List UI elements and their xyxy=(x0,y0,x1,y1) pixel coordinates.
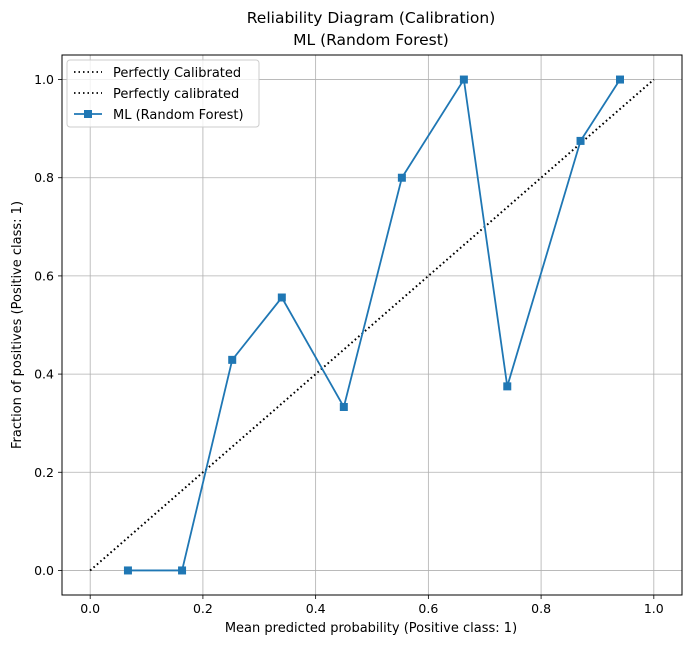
plot-lines xyxy=(89,75,655,575)
data-point-marker xyxy=(123,566,132,575)
chart-subtitle: ML (Random Forest) xyxy=(293,31,449,49)
axis-ticks: 0.0 0.2 0.4 0.6 0.8 1.0 0.0 0.2 0.4 0.6 0.8 1.0 xyxy=(34,72,664,616)
data-point-marker xyxy=(339,402,348,411)
plot-frame xyxy=(61,54,683,596)
legend-box xyxy=(66,59,260,128)
x-tick-label: 0.2 xyxy=(193,601,213,616)
y-tick-label: 0.4 xyxy=(34,367,54,382)
legend-label-series: ML (Random Forest) xyxy=(113,108,244,123)
x-tick-label: 0.8 xyxy=(531,601,551,616)
x-tick-label: 0.0 xyxy=(80,601,100,616)
data-point-marker xyxy=(277,293,286,302)
chart-title: Reliability Diagram (Calibration) xyxy=(247,9,496,27)
legend-label-ref-1: Perfectly Calibrated xyxy=(113,66,241,81)
data-point-marker xyxy=(178,566,187,575)
y-tick-label: 1.0 xyxy=(34,72,54,87)
y-tick-label: 0.6 xyxy=(34,268,54,283)
y-tick-label: 0.8 xyxy=(34,170,54,185)
x-tick-label: 0.4 xyxy=(306,601,326,616)
perfect-calibration-line xyxy=(89,78,655,572)
legend: Perfectly Calibrated Perfectly calibrate… xyxy=(66,59,260,128)
legend-label-ref-2: Perfectly calibrated xyxy=(113,87,239,102)
data-point-marker xyxy=(576,136,585,145)
legend-marker-series xyxy=(84,110,92,118)
data-point-marker xyxy=(459,75,468,84)
x-axis-label: Mean predicted probability (Positive cla… xyxy=(225,621,517,636)
data-point-marker xyxy=(228,355,237,364)
x-tick-label: 1.0 xyxy=(644,601,664,616)
series-line xyxy=(127,76,621,572)
y-tick-label: 0.0 xyxy=(34,563,54,578)
data-point-marker xyxy=(397,173,406,182)
x-tick-label: 0.6 xyxy=(418,601,438,616)
y-tick-label: 0.2 xyxy=(34,465,54,480)
data-point-marker xyxy=(616,75,624,84)
y-axis-label: Fraction of positives (Positive class: 1… xyxy=(10,201,25,449)
data-point-marker xyxy=(503,382,512,391)
